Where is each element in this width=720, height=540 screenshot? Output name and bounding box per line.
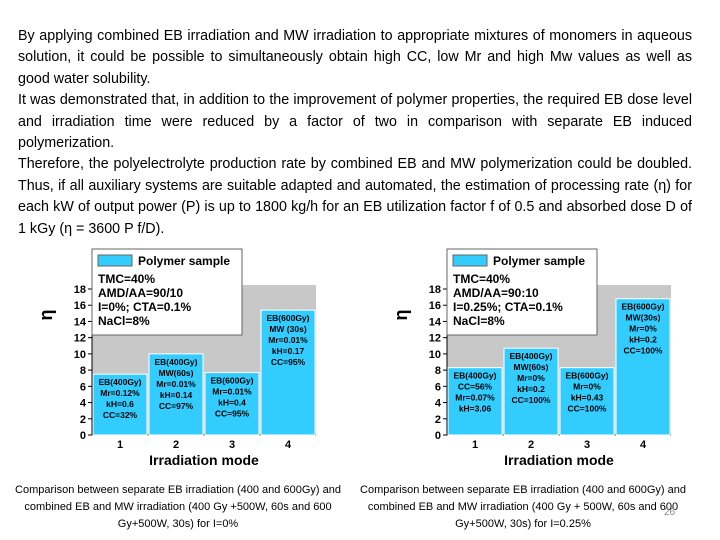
y-axis-label: η (36, 310, 56, 321)
page-number: 26 (664, 507, 676, 518)
bar-label: Mr=0% (629, 324, 657, 334)
bar (204, 372, 260, 436)
bar (260, 309, 316, 436)
bar-label: Mr=0% (517, 373, 545, 383)
bar-label: EB(600Gy) (267, 313, 310, 323)
bar-label: EB(400Gy) (155, 357, 198, 367)
bar-label: Mr=0.12% (100, 388, 140, 398)
bar-label: EB(600Gy) (566, 371, 609, 381)
bar-label: CC=56% (458, 382, 493, 392)
bar-label: MW(30s) (626, 313, 661, 323)
bar (148, 353, 204, 436)
bar-label: EB(400Gy) (99, 377, 142, 387)
y-tick-label: 6 (80, 381, 86, 393)
legend-line: I=0%; CTA=0.1% (98, 300, 191, 314)
bar-label: kH=0.14 (160, 390, 193, 400)
bar-label: EB(400Gy) (454, 371, 497, 381)
bar (92, 373, 148, 436)
x-tick-label: 3 (584, 439, 590, 451)
figure-chart: 0 2 4 6 8 10 12 14 16 18 η Irradiation mode 1 EB(400G… (36, 248, 316, 468)
bar-label: CC=100% (624, 346, 663, 356)
x-tick-label: 4 (285, 439, 292, 451)
y-tick-label: 16 (74, 300, 86, 312)
y-tick-label: 18 (74, 284, 86, 296)
bar (447, 367, 503, 436)
y-tick-label: 14 (74, 316, 87, 328)
x-tick-label: 1 (472, 439, 478, 451)
bar-label: Mr=0% (573, 382, 601, 392)
y-tick-label: 10 (429, 349, 441, 361)
paragraph: It was demonstrated that, in addition to… (18, 92, 692, 152)
legend-line: TMC=40% (453, 272, 510, 286)
y-tick-label: 14 (429, 316, 442, 328)
bar-label: Mr=0.07% (455, 393, 495, 403)
legend-swatch (97, 254, 133, 267)
bar-label: kH=0.43 (571, 393, 604, 403)
bar-label: kH=0.4 (218, 398, 246, 408)
y-tick-label: 12 (74, 333, 86, 345)
legend-line: NaCl=8% (98, 314, 150, 328)
bar-label: MW(60s) (159, 368, 194, 378)
bar-label: MW(60s) (514, 362, 549, 372)
y-tick-label: 2 (435, 414, 441, 426)
y-tick-label: 16 (429, 300, 441, 312)
legend-title: Polymer sample (493, 254, 585, 268)
bar-label: CC=100% (568, 404, 607, 414)
bar-label: CC=95% (271, 357, 306, 367)
bar-label: kH=3.06 (459, 404, 492, 414)
y-tick-label: 6 (435, 381, 441, 393)
bar-label: Mr=0.01% (156, 379, 196, 389)
x-axis-label: Irradiation mode (504, 452, 614, 468)
figure-chart: 0 2 4 6 8 10 12 14 16 18 η Irradiation mode 1 EB(400G… (391, 248, 671, 468)
x-tick-label: 3 (229, 439, 235, 451)
paragraph: By applying combined EB irradiation and … (18, 28, 692, 87)
bar (559, 367, 615, 436)
body-text: By applying combined EB irradiation and … (18, 26, 692, 240)
bar (503, 347, 559, 436)
legend-line: AMD/AA=90/10 (98, 286, 183, 300)
legend-line: AMD/AA=90:10 (453, 286, 539, 300)
bar-label: kH=0.6 (106, 399, 134, 409)
x-tick-label: 1 (117, 439, 123, 451)
y-tick-label: 0 (435, 430, 441, 442)
y-tick-label: 10 (74, 349, 86, 361)
bar-label: CC=32% (103, 410, 138, 420)
y-tick-label: 0 (80, 430, 86, 442)
y-tick-label: 2 (80, 414, 86, 426)
bar-label: Mr=0.01% (212, 387, 252, 397)
bar-label: CC=97% (159, 401, 194, 411)
bar-label: Mr=0.01% (268, 335, 308, 345)
figure-caption: Comparison between separate EB irradiati… (360, 484, 686, 530)
x-tick-label: 2 (173, 439, 179, 451)
legend-line: I=0.25%; CTA=0.1% (453, 300, 563, 314)
bar-label: CC=95% (215, 409, 250, 419)
y-tick-label: 8 (80, 365, 86, 377)
y-axis-label: η (391, 310, 411, 321)
y-tick-label: 4 (435, 398, 442, 410)
bar-label: EB(600Gy) (211, 376, 254, 386)
bar-label: kH=0.2 (517, 384, 545, 394)
y-tick-label: 4 (80, 398, 87, 410)
bar-label: kH=0.17 (272, 346, 305, 356)
y-tick-label: 12 (429, 333, 441, 345)
bar-label: EB(600Gy) (622, 302, 665, 312)
x-tick-label: 2 (528, 439, 534, 451)
bar-label: EB(400Gy) (510, 351, 553, 361)
y-tick-label: 18 (429, 284, 441, 296)
figure-caption: Comparison between separate EB irradiati… (15, 484, 341, 530)
paragraph: Therefore, the polyelectrolyte productio… (18, 156, 692, 237)
bar-label: MW (30s) (269, 324, 306, 334)
x-tick-label: 4 (640, 439, 647, 451)
bar-label: kH=0.2 (629, 335, 657, 345)
legend-line: TMC=40% (98, 272, 155, 286)
y-tick-label: 8 (435, 365, 441, 377)
bar-label: CC=100% (512, 395, 551, 405)
bar (615, 298, 671, 436)
legend-swatch (452, 254, 488, 267)
legend-title: Polymer sample (138, 254, 230, 268)
x-axis-label: Irradiation mode (149, 452, 259, 468)
legend-line: NaCl=8% (453, 314, 505, 328)
